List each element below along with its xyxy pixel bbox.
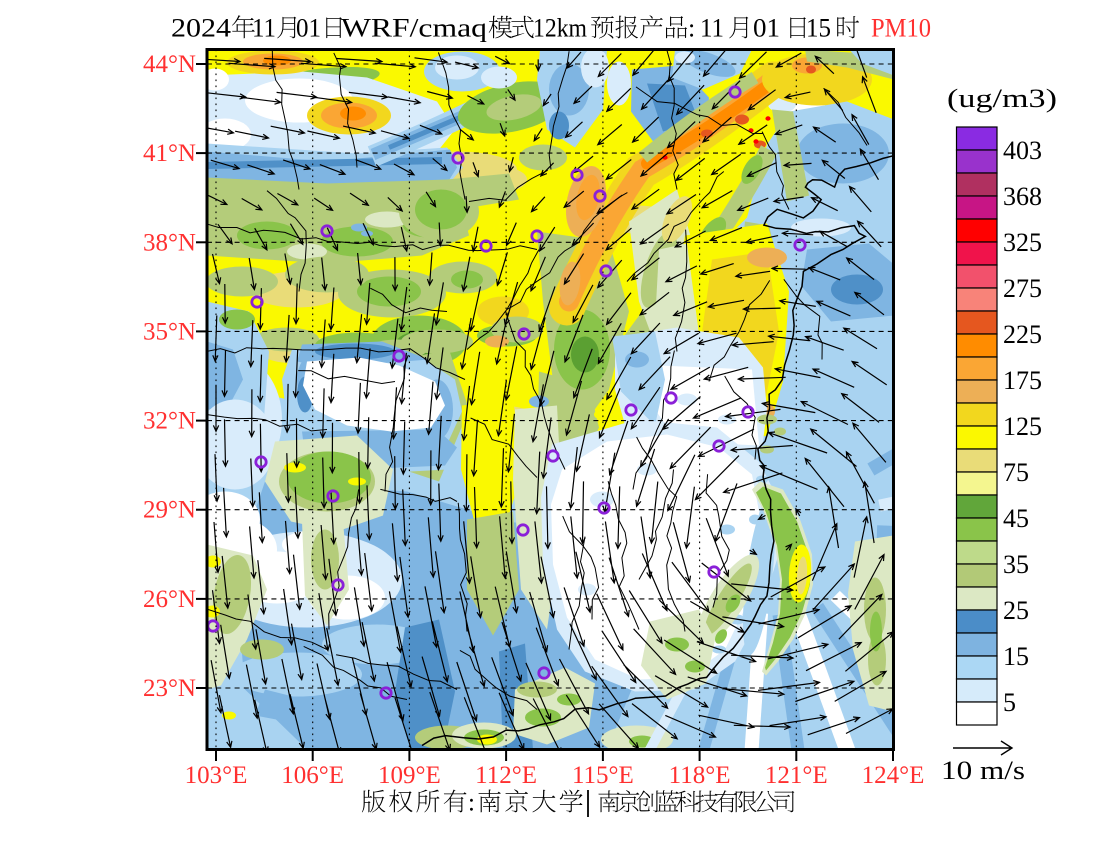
svg-text:124°E: 124°E xyxy=(862,762,925,789)
svg-text:403: 403 xyxy=(1003,136,1042,165)
svg-text:32°N: 32°N xyxy=(143,408,196,435)
svg-text:11: 11 xyxy=(252,14,276,43)
svg-text:45: 45 xyxy=(1003,504,1029,533)
svg-text:75: 75 xyxy=(1003,458,1029,487)
svg-text:11: 11 xyxy=(700,14,724,43)
svg-text:225: 225 xyxy=(1003,320,1042,349)
svg-text:109°E: 109°E xyxy=(378,762,441,789)
svg-text:44°N: 44°N xyxy=(143,51,196,78)
svg-text:275: 275 xyxy=(1003,274,1042,303)
svg-text:12km: 12km xyxy=(533,14,587,43)
svg-text:121°E: 121°E xyxy=(765,762,828,789)
svg-text:103°E: 103°E xyxy=(185,762,248,789)
svg-text:35: 35 xyxy=(1003,550,1029,579)
svg-text:23°N: 23°N xyxy=(143,675,196,702)
svg-text:106°E: 106°E xyxy=(281,762,344,789)
svg-text:15: 15 xyxy=(806,14,831,43)
svg-text:368: 368 xyxy=(1003,182,1042,211)
svg-text:5: 5 xyxy=(1003,688,1016,717)
svg-text:175: 175 xyxy=(1003,366,1042,395)
svg-text:(ug/m3): (ug/m3) xyxy=(947,84,1057,113)
svg-text::: : xyxy=(688,14,695,43)
svg-text:25: 25 xyxy=(1003,596,1029,625)
svg-text:38°N: 38°N xyxy=(143,229,196,256)
svg-text:29°N: 29°N xyxy=(143,497,196,524)
svg-text:325: 325 xyxy=(1003,228,1042,257)
svg-text:35°N: 35°N xyxy=(143,318,196,345)
svg-text:118°E: 118°E xyxy=(669,762,731,789)
svg-text::: : xyxy=(468,790,475,817)
svg-text:26°N: 26°N xyxy=(143,586,196,613)
svg-text:41°N: 41°N xyxy=(143,140,196,167)
svg-text:15: 15 xyxy=(1003,642,1029,671)
svg-text:WRF/cmaq: WRF/cmaq xyxy=(341,14,487,43)
svg-text:PM10: PM10 xyxy=(871,14,931,43)
svg-text:115°E: 115°E xyxy=(572,762,634,789)
svg-text:125: 125 xyxy=(1003,412,1042,441)
svg-text:01: 01 xyxy=(753,14,780,43)
svg-text:2024: 2024 xyxy=(171,14,231,43)
svg-text:112°E: 112°E xyxy=(475,762,537,789)
svg-text:10 m/s: 10 m/s xyxy=(941,756,1025,785)
svg-text:01: 01 xyxy=(296,14,321,43)
